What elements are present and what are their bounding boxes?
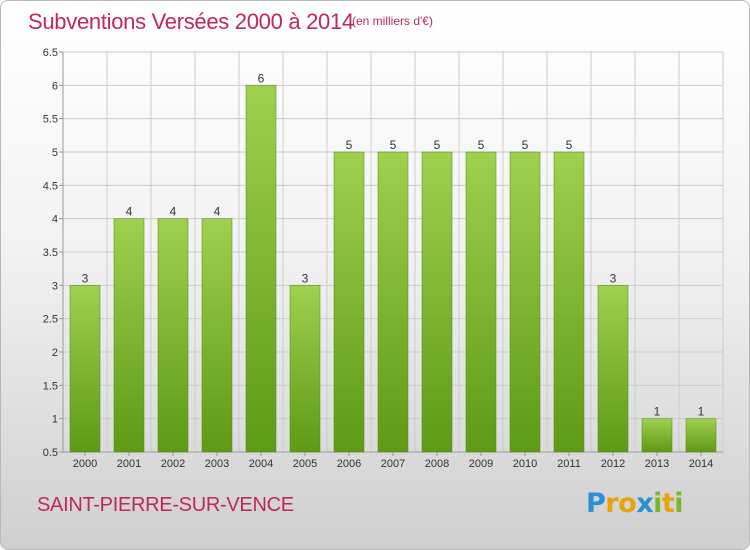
- logo-letter: i: [674, 488, 684, 519]
- bar-2001: [113, 218, 145, 453]
- bar-2008: [421, 151, 453, 453]
- data-label: 6: [258, 71, 265, 85]
- y-tick-label: 4: [52, 214, 58, 226]
- x-tick-label: 2012: [601, 458, 625, 470]
- logo-letter: i: [653, 488, 662, 519]
- x-tick-label: 2014: [689, 458, 713, 470]
- x-tick-label: 2011: [557, 458, 581, 470]
- x-tick-label: 2005: [293, 458, 317, 470]
- y-tick-label: 6: [52, 80, 58, 92]
- y-tick-label: 5.5: [43, 114, 58, 126]
- x-tick-label: 2009: [469, 458, 493, 470]
- data-label: 5: [478, 138, 485, 152]
- data-label: 4: [170, 205, 177, 219]
- data-label: 3: [302, 271, 309, 285]
- x-tick-label: 2003: [205, 458, 229, 470]
- x-tick-label: 2000: [73, 458, 97, 470]
- bar-2011: [553, 151, 585, 453]
- data-label: 4: [214, 205, 221, 219]
- data-label: 5: [566, 138, 573, 152]
- logo-letter: P: [586, 488, 606, 519]
- bar-2000: [69, 285, 101, 453]
- bar-layer: [69, 85, 717, 453]
- y-tick-label: 5: [52, 147, 58, 159]
- data-label: 5: [390, 138, 397, 152]
- y-tick-label: 2.5: [43, 314, 58, 326]
- data-label: 3: [610, 271, 617, 285]
- bar-2014: [685, 418, 717, 453]
- data-label: 5: [434, 138, 441, 152]
- y-tick-label: 6.5: [43, 47, 58, 59]
- bar-2007: [377, 151, 409, 453]
- label-layer: 3 4 4 4 6 3 5 5 5 5 5 5 3 1 1: [82, 71, 705, 418]
- proxiti-logo[interactable]: Proxiti: [586, 488, 684, 519]
- logo-letter: o: [618, 488, 637, 519]
- bar-2002: [157, 218, 189, 453]
- logo-letter: x: [636, 488, 654, 519]
- data-label: 1: [698, 405, 705, 419]
- bar-2004: [245, 85, 277, 453]
- x-tick-label: 2007: [381, 458, 405, 470]
- chart-title: Subventions Versées 2000 à 2014: [28, 9, 354, 34]
- data-label: 4: [126, 205, 133, 219]
- bar-2012: [597, 285, 629, 453]
- bar-2005: [289, 285, 321, 453]
- logo-letter: t: [661, 488, 675, 519]
- data-label: 1: [654, 405, 661, 419]
- commune-name: SAINT-PIERRE-SUR-VENCE: [37, 494, 294, 516]
- y-tick-label: 1: [52, 414, 58, 426]
- y-tick-label: 0.5: [43, 447, 58, 459]
- y-tick-label: 3.5: [43, 247, 58, 259]
- x-tick-label: 2002: [161, 458, 185, 470]
- x-tick-label: 2006: [337, 458, 361, 470]
- chart-units: (en milliers d'€): [352, 14, 433, 28]
- data-label: 3: [82, 271, 89, 285]
- x-tick-label: 2013: [645, 458, 669, 470]
- bar-2010: [509, 151, 541, 453]
- bar-2006: [333, 151, 365, 453]
- x-tick-label: 2001: [117, 458, 141, 470]
- y-tick-label: 4.5: [43, 180, 58, 192]
- data-label: 5: [522, 138, 529, 152]
- logo-letter: r: [605, 488, 619, 519]
- axis-layer: 0.5 1 1.5 2 2.5 3 3.5 4 4.5 5 5.5 6 6.5 2000 2001 2002 2…: [43, 47, 723, 470]
- bar-2013: [641, 418, 673, 453]
- y-tick-label: 1.5: [43, 380, 58, 392]
- data-label: 5: [346, 138, 353, 152]
- y-tick-label: 2: [52, 347, 58, 359]
- x-tick-label: 2010: [513, 458, 537, 470]
- y-tick-label: 3: [52, 280, 58, 292]
- x-tick-label: 2008: [425, 458, 449, 470]
- x-tick-label: 2004: [249, 458, 273, 470]
- bar-2003: [201, 218, 233, 453]
- bar-2009: [465, 151, 497, 453]
